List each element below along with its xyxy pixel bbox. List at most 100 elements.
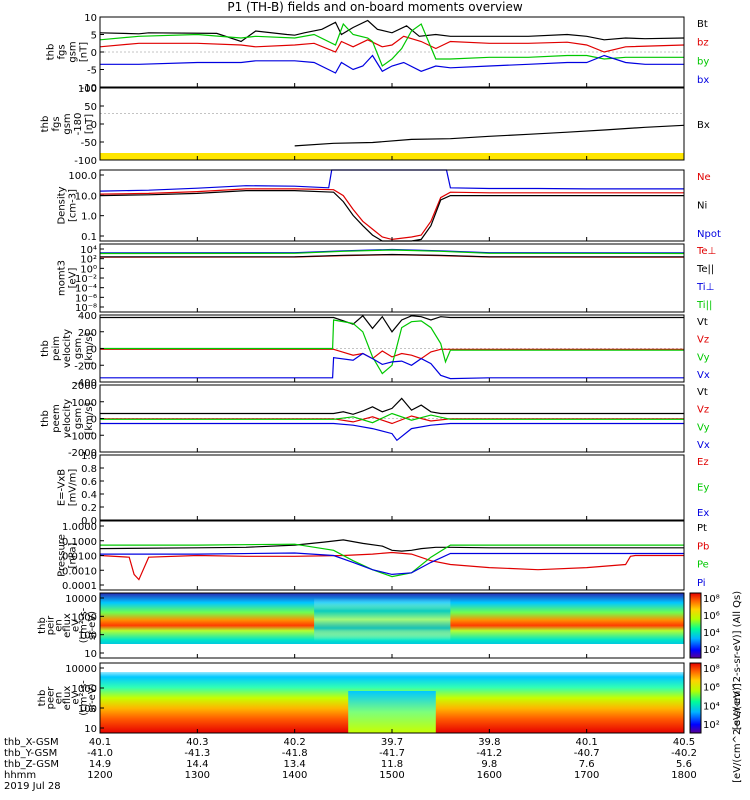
y-axis-label: [mV/m] bbox=[68, 469, 79, 507]
panel-8: Pt Pb Pe Pi 1.0000 0.1000 0.0100 0.0010 0.0001 Pr… bbox=[57, 520, 709, 592]
y-axis-label: peir bbox=[45, 615, 56, 635]
panel-3: Ne Ni Npot 100.0 10.0 1.0 0.1 Density [cm-3] bbox=[57, 169, 721, 243]
y-axis-label: [cm-3] bbox=[68, 189, 79, 222]
y-tick-label: 400 bbox=[78, 311, 97, 322]
y-axis-label: eflux bbox=[62, 613, 73, 638]
plot-title: P1 (TH-B) fields and on-board moments ov… bbox=[227, 0, 523, 14]
x-axis-value: 7.6 bbox=[579, 759, 595, 770]
series-Bt bbox=[99, 19, 685, 43]
y-tick-label: 100 bbox=[78, 84, 97, 95]
y-tick-label: -1000 bbox=[68, 431, 97, 442]
y-tick-label: 10000 bbox=[65, 664, 97, 675]
series-Pt bbox=[99, 539, 684, 552]
series-Bx bbox=[294, 124, 685, 147]
legend-Npot: Npot bbox=[697, 229, 721, 240]
legend-Te⊥: Te⊥ bbox=[696, 246, 716, 257]
y-axis-label: sr-eV) bbox=[87, 683, 98, 712]
x-axis-value: 40.1 bbox=[576, 737, 598, 748]
panel-frame bbox=[99, 169, 685, 242]
y-tick-label: 10² bbox=[80, 255, 97, 266]
legend-Te||: Te|| bbox=[696, 264, 714, 275]
series-Vt bbox=[100, 314, 684, 333]
y-tick-label: 100 bbox=[78, 704, 97, 715]
series-Ne bbox=[99, 188, 684, 241]
y-tick-label: 0 bbox=[91, 415, 97, 426]
x-axis-value: -41.2 bbox=[476, 748, 502, 759]
colorbar-tick: 10⁸ bbox=[703, 594, 720, 605]
series-bz bbox=[99, 35, 685, 53]
y-tick-label: 10 bbox=[84, 649, 97, 660]
series-bx bbox=[100, 54, 684, 74]
x-axis-value: 1200 bbox=[87, 770, 112, 781]
y-axis-label: thb bbox=[37, 617, 48, 634]
series-Te|| bbox=[100, 253, 684, 258]
y-tick-label: 1.0000 bbox=[62, 522, 97, 533]
y-tick-label: 0 bbox=[91, 48, 97, 59]
y-tick-label: 10⁻² bbox=[75, 274, 97, 285]
series-Vx bbox=[100, 352, 684, 380]
legend-Pt: Pt bbox=[697, 523, 707, 534]
y-axis-label: peer bbox=[45, 686, 56, 710]
x-axis-value: 1600 bbox=[477, 770, 502, 781]
y-tick-label: 0.0100 bbox=[62, 552, 97, 563]
y-axis-label: en bbox=[54, 619, 65, 632]
x-axis-row-label: 2019 Jul 28 bbox=[4, 781, 61, 792]
y-tick-label: 0.4 bbox=[81, 490, 97, 501]
spectrogram-gap bbox=[100, 663, 684, 672]
series-Npot bbox=[99, 169, 684, 192]
legend-Bt: Bt bbox=[697, 19, 708, 30]
y-axis-label: peim bbox=[51, 336, 62, 361]
y-axis-label: thb bbox=[40, 340, 51, 357]
x-axis-value: 1700 bbox=[574, 770, 599, 781]
y-axis-label: [nT] bbox=[79, 42, 90, 62]
y-tick-label: 10 bbox=[84, 724, 97, 735]
legend-Ti||: Ti|| bbox=[696, 300, 712, 311]
y-tick-label: 10⁻⁴ bbox=[75, 284, 97, 295]
x-axis-value: 14.9 bbox=[89, 759, 111, 770]
y-tick-label: 10⁻⁶ bbox=[75, 293, 97, 304]
y-tick-label: -50 bbox=[81, 138, 97, 149]
panel-1: Bt bz by bx 10 5 0 -5 -10 thb fgs gsm [nT] bbox=[46, 13, 710, 94]
y-axis-label: velocity bbox=[62, 329, 73, 368]
y-axis-label: E=-VxB bbox=[57, 469, 68, 506]
panel-7: Ez Ey Ex 1.0 0.8 0.6 0.4 0.2 0.0 E=-VxB [mV/m] bbox=[57, 451, 710, 527]
series-Ni bbox=[99, 190, 684, 242]
colorbar-tick: 10⁶ bbox=[703, 683, 720, 694]
spectrogram-feature bbox=[314, 598, 451, 641]
legend-Pi: Pi bbox=[697, 578, 706, 589]
series-Vt bbox=[100, 397, 684, 415]
colorbar-scale bbox=[689, 592, 702, 659]
x-axis-value: 39.8 bbox=[478, 737, 500, 748]
legend-Ti⊥: Ti⊥ bbox=[696, 282, 714, 293]
x-axis-row-label: hhmm bbox=[4, 770, 36, 781]
spectrogram-feature bbox=[348, 691, 436, 733]
y-tick-label: 2000 bbox=[72, 381, 97, 392]
colorbar-tick: 10⁶ bbox=[703, 611, 720, 622]
x-axis-value: 40.1 bbox=[89, 737, 111, 748]
y-axis-label: fgs bbox=[57, 44, 68, 59]
x-axis-value: -40.7 bbox=[574, 748, 600, 759]
legend-Ne: Ne bbox=[697, 172, 711, 183]
x-axis-value: -41.8 bbox=[282, 748, 308, 759]
y-tick-label: 0.2 bbox=[81, 503, 97, 514]
panel-frame bbox=[99, 87, 685, 161]
legend-Vt: Vt bbox=[697, 317, 708, 328]
y-tick-label: 0.0010 bbox=[62, 566, 97, 577]
series-Vz bbox=[100, 348, 684, 360]
y-axis-label: eV bbox=[70, 619, 81, 632]
y-axis-label: [nPa] bbox=[68, 542, 79, 568]
series-Vx bbox=[100, 422, 684, 442]
x-axis-value: 1300 bbox=[185, 770, 210, 781]
x-axis-value: 1400 bbox=[282, 770, 307, 781]
x-axis-value: -40.2 bbox=[671, 748, 697, 759]
legend-Vx: Vx bbox=[697, 440, 710, 451]
x-axis-value: 1500 bbox=[379, 770, 404, 781]
y-tick-label: 10⁻⁸ bbox=[75, 303, 97, 314]
y-axis-label: gsm bbox=[68, 41, 79, 62]
y-tick-label: 10 bbox=[84, 13, 97, 24]
legend-Ez: Ez bbox=[697, 457, 709, 468]
colorbar-label: [eV/(cm^2-s-sr-eV)] (All Qs) bbox=[732, 591, 743, 730]
